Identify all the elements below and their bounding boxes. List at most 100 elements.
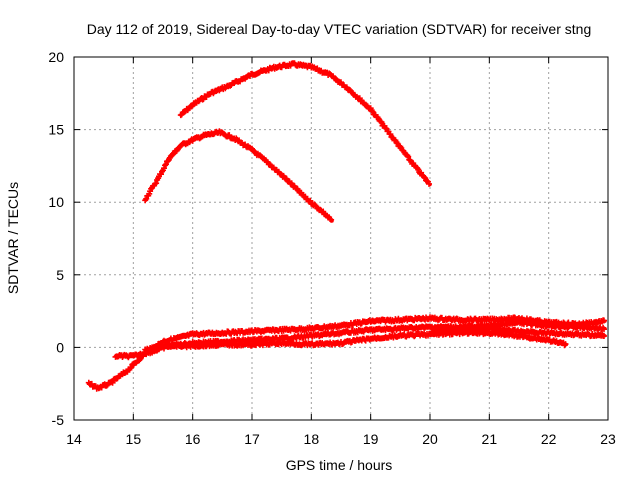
data-point (309, 65, 313, 69)
y-tick-label: 5 (56, 267, 64, 283)
data-point (458, 318, 462, 322)
data-point (398, 318, 402, 322)
data-point (220, 342, 224, 347)
data-point (547, 331, 551, 335)
x-tick-label: 16 (185, 431, 201, 447)
data-point (309, 334, 313, 338)
x-tick-label: 15 (126, 431, 142, 447)
data-point (517, 321, 521, 325)
data-point (487, 318, 491, 322)
chart-title: Day 112 of 2019, Sidereal Day-to-day VTE… (87, 21, 591, 37)
data-point (143, 197, 147, 201)
data-point (564, 342, 569, 347)
data-point (398, 326, 402, 331)
data-point (286, 178, 290, 183)
data-point (291, 62, 296, 66)
x-tick-label: 17 (244, 431, 260, 447)
series-track-f-low (427, 324, 607, 340)
data-point (576, 325, 580, 329)
y-axis-label: SDTVAR / TECUs (5, 182, 21, 294)
data-point (191, 138, 195, 142)
y-tick-label: 15 (48, 122, 64, 138)
data-point (280, 328, 284, 332)
x-axis-label: GPS time / hours (286, 457, 393, 473)
data-point (250, 329, 254, 334)
data-point (369, 319, 373, 323)
data-point (547, 324, 551, 328)
data-point (250, 342, 254, 347)
x-tick-label: 20 (422, 431, 438, 447)
data-point (250, 338, 254, 342)
data-point (96, 386, 100, 390)
x-tick-label: 21 (482, 431, 498, 447)
data-point (309, 326, 313, 331)
data-point (202, 133, 207, 138)
data-point (191, 332, 195, 336)
data-point (274, 65, 278, 69)
data-point (576, 332, 580, 336)
data-point (428, 316, 432, 320)
data-point (179, 113, 183, 117)
y-tick-label: 20 (48, 49, 64, 65)
data-point (428, 325, 432, 329)
data-point (487, 331, 491, 335)
series-layer (85, 60, 607, 392)
data-point (143, 348, 147, 352)
x-tick-label: 23 (600, 431, 616, 447)
data-point (339, 341, 343, 345)
data-point (517, 329, 521, 334)
data-point (369, 337, 373, 341)
data-point (125, 369, 129, 373)
data-point (113, 354, 118, 358)
series-track-a-high (177, 60, 432, 187)
data-point (345, 85, 349, 90)
data-point (309, 342, 313, 347)
data-point (428, 331, 432, 335)
x-tick-label: 22 (541, 431, 557, 447)
data-point (250, 72, 254, 77)
data-point (428, 183, 432, 187)
data-point (155, 178, 159, 183)
data-point (208, 91, 213, 95)
data-point (131, 354, 135, 358)
data-point (161, 339, 165, 344)
x-tick-label: 19 (363, 431, 379, 447)
data-point (87, 382, 91, 386)
data-point (339, 324, 343, 328)
data-point (603, 319, 607, 323)
data-point (339, 331, 343, 335)
data-point (303, 196, 307, 200)
data-point (280, 341, 284, 345)
series-track-b-mid (142, 128, 335, 223)
x-tick-label: 18 (304, 431, 320, 447)
data-point (410, 161, 414, 165)
data-point (108, 382, 112, 386)
data-point (487, 326, 491, 331)
data-point (191, 344, 195, 348)
data-point (321, 210, 325, 214)
data-point (603, 326, 607, 331)
y-tick-label: 0 (56, 339, 64, 355)
data-point (458, 328, 462, 332)
data-point (603, 334, 607, 338)
data-point (179, 143, 183, 148)
data-point (392, 138, 396, 142)
data-point (226, 84, 230, 88)
data-point (330, 219, 334, 223)
data-point (327, 72, 331, 77)
grid (74, 57, 608, 420)
data-point (250, 148, 254, 152)
data-point (268, 162, 272, 167)
y-tick-label: -5 (52, 412, 65, 428)
data-point (167, 157, 171, 161)
data-point (191, 103, 195, 107)
data-point (369, 328, 373, 332)
plot-frame (73, 56, 609, 421)
data-point (547, 338, 551, 342)
data-point (398, 334, 402, 338)
data-point (369, 107, 373, 111)
data-point (220, 331, 224, 335)
data-point (217, 130, 221, 135)
